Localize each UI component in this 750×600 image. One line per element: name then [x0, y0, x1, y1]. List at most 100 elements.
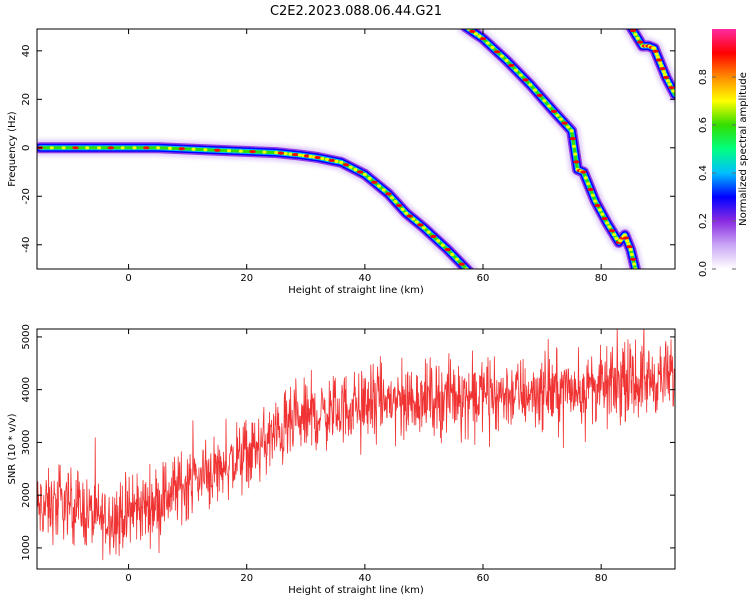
- spectrogram-peak: [314, 155, 321, 160]
- spectrogram-x-tick-label: 0: [125, 273, 131, 284]
- spectrogram-y-label: Frequency (Hz): [7, 111, 18, 187]
- spectrogram-peak: [342, 163, 350, 167]
- spectrogram-peak: [469, 29, 476, 34]
- spectrogram-peak: [463, 25, 467, 28]
- spectrogram-peak: [274, 151, 279, 155]
- spectrogram-peak: [213, 148, 221, 152]
- spectrogram-peak: [356, 170, 364, 174]
- spectrogram-peak: [203, 148, 208, 152]
- spectrogram-peak: [325, 157, 330, 162]
- spectrogram-peak: [667, 82, 672, 86]
- spectrogram-peak: [493, 50, 501, 54]
- spectrogram-peak: [561, 121, 568, 125]
- spectrogram-peak: [348, 165, 353, 169]
- spectrogram-peak: [590, 193, 595, 197]
- spectrogram-peak: [371, 180, 378, 184]
- spectrogram-peak: [414, 220, 419, 224]
- spectrogram-peak: [628, 248, 633, 252]
- spectrogram-peak: [508, 63, 515, 67]
- spectrogram-x-tick-label: 80: [595, 273, 608, 284]
- spectrogram-peak: [633, 32, 638, 36]
- spectrogram-peak: [430, 234, 437, 239]
- spectrogram-peak: [143, 146, 150, 150]
- colorbar-tick-label: 0.6: [698, 117, 709, 133]
- snr-y-tick-label: 2000: [21, 482, 32, 507]
- spectrogram-peak: [477, 34, 482, 38]
- spectrogram-peak: [226, 149, 231, 153]
- spectrogram-peak: [612, 232, 617, 237]
- spectrogram-peak: [353, 168, 358, 172]
- snr-y-tick-label: 5000: [21, 324, 32, 349]
- spectrogram-peak: [283, 152, 288, 156]
- snr-x-tick-label: 80: [595, 573, 608, 584]
- figure-title: C2E2.2023.088.06.44.G21: [270, 4, 442, 19]
- spectrogram-peak: [288, 152, 293, 156]
- snr-y-axis: 1000 2000 3000 4000 5000: [21, 324, 675, 561]
- snr-y-label: SNR (10 * v/v): [7, 413, 18, 484]
- spectrogram-peak: [297, 153, 302, 157]
- spectrogram-peak: [566, 125, 571, 129]
- spectrogram-peak: [583, 176, 588, 180]
- spectrogram-peak: [262, 150, 267, 154]
- spectrogram-peak: [601, 216, 608, 221]
- snr-y-tick-label: 4000: [21, 377, 32, 402]
- spectrogram-panel: 0 20 40 60 80 -40 -20 0 20 40 Height of straight…: [7, 25, 676, 296]
- snr-x-tick-label: 60: [477, 573, 490, 584]
- spectrogram-x-tick-label: 60: [477, 273, 490, 284]
- spectrogram-peak: [555, 113, 560, 117]
- spectrogram-peak: [665, 79, 670, 83]
- spectrogram-peak: [85, 146, 90, 150]
- colorbar-label: Normalized spectral amplitude: [738, 72, 749, 226]
- spectrogram-peak: [404, 211, 409, 215]
- spectrogram-peak: [238, 149, 243, 153]
- spectrogram-peak: [626, 242, 631, 246]
- spectrogram-peak: [490, 45, 495, 50]
- spectrogram-y-tick-label: 20: [21, 93, 32, 106]
- spectrogram-peak: [629, 257, 637, 261]
- spectrogram-peak: [573, 152, 578, 156]
- spectrogram-peak: [522, 78, 529, 82]
- spectrogram-peak: [417, 223, 424, 227]
- spectrogram-peak: [277, 151, 285, 155]
- spectrogram-y-tick-label: -20: [21, 188, 32, 204]
- spectrogram-peak: [426, 230, 431, 234]
- snr-y-tick-label: 1000: [21, 535, 32, 560]
- spectrogram-peak: [550, 109, 558, 114]
- spectrogram-peak: [636, 40, 644, 44]
- spectrogram-peak: [569, 136, 577, 141]
- spectrogram-traces: [37, 25, 675, 269]
- spectrogram-y-axis: -40 -20 0 20 40: [21, 44, 675, 253]
- spectrogram-peak: [652, 49, 659, 53]
- spectrogram-peak: [485, 41, 490, 45]
- spectrogram-peak: [473, 32, 478, 36]
- spectrogram-peak: [569, 129, 574, 133]
- spectrogram-peak: [249, 150, 256, 154]
- spectrogram-peak: [629, 29, 637, 33]
- spectrogram-frame: [36, 28, 676, 270]
- colorbar-tick-label: 0.8: [698, 69, 709, 85]
- snr-frame: [36, 328, 676, 570]
- spectrogram-peak: [377, 184, 382, 188]
- snr-y-tick-label: 3000: [21, 430, 32, 455]
- spectrogram-peak: [532, 88, 537, 92]
- spectrogram-x-axis: 0 20 40 60 80: [125, 29, 608, 284]
- spectrogram-peak: [597, 208, 602, 212]
- spectrogram-peak: [120, 146, 125, 150]
- spectrogram-peak: [608, 229, 615, 233]
- spectrogram-peak: [668, 86, 675, 90]
- spectrogram-x-tick-label: 40: [358, 273, 371, 284]
- spectrogram-peak: [629, 25, 633, 28]
- spectrogram-peak: [558, 117, 563, 121]
- spectrogram-peak: [406, 214, 413, 218]
- spectrogram-peak: [72, 146, 79, 150]
- spectrogram-peak: [652, 46, 657, 50]
- spectrogram-peak: [571, 144, 576, 148]
- spectrogram-peak: [191, 147, 196, 151]
- spectrogram-peak: [393, 200, 398, 204]
- spectrogram-peak: [661, 70, 666, 74]
- snr-x-tick-label: 0: [125, 573, 131, 584]
- spectrogram-peak: [339, 160, 344, 164]
- snr-x-tick-label: 40: [358, 573, 371, 584]
- spectrogram-peak: [632, 262, 637, 266]
- spectrogram-peak: [580, 170, 587, 174]
